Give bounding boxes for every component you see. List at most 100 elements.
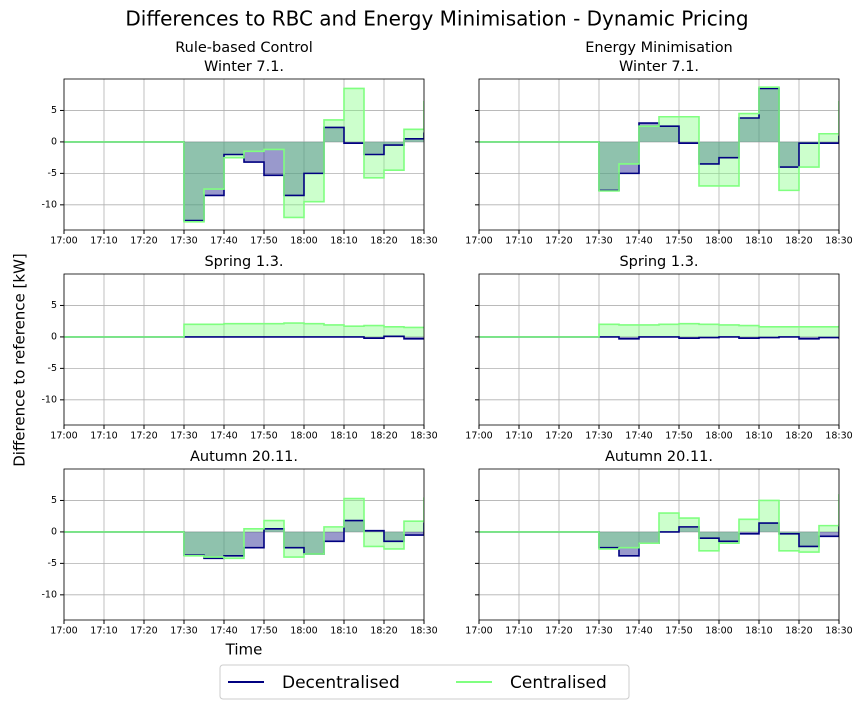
area-fill xyxy=(64,127,424,221)
x-tick-label: 18:30 xyxy=(825,236,852,247)
x-tick-label: 18:30 xyxy=(410,431,437,442)
x-tick-label: 17:00 xyxy=(465,626,492,637)
x-tick-label: 17:50 xyxy=(665,626,692,637)
figure-title: Differences to RBC and Energy Minimisati… xyxy=(125,7,748,31)
subplot-title: Autumn 20.11. xyxy=(605,449,713,465)
x-tick-label: 17:20 xyxy=(130,431,157,442)
plot-frame xyxy=(478,273,840,426)
x-tick-label: 18:10 xyxy=(330,236,357,247)
x-tick-label: 18:30 xyxy=(825,431,852,442)
x-tick-label: 17:20 xyxy=(545,626,572,637)
y-tick-label: 0 xyxy=(51,331,57,342)
series-line xyxy=(64,322,424,338)
subplot-title: Spring 1.3. xyxy=(204,254,283,270)
x-tick-label: 17:20 xyxy=(130,236,157,247)
x-tick-label: 17:20 xyxy=(545,431,572,442)
x-tick-label: 18:10 xyxy=(745,626,772,637)
x-tick-label: 17:10 xyxy=(90,431,117,442)
x-tick-label: 17:30 xyxy=(170,431,197,442)
plot-frame xyxy=(63,468,425,621)
y-tick-label: 5 xyxy=(51,300,57,311)
x-tick-label: 17:40 xyxy=(625,236,652,247)
x-tick-label: 17:00 xyxy=(465,236,492,247)
y-axis-label: Difference to reference [kW] xyxy=(11,253,29,467)
y-tick-label: 5 xyxy=(51,105,57,116)
x-tick-label: 18:10 xyxy=(745,431,772,442)
legend-label: Centralised xyxy=(510,673,607,693)
series-line xyxy=(64,87,424,223)
x-tick-label: 17:50 xyxy=(665,431,692,442)
x-tick-label: 17:40 xyxy=(210,431,237,442)
series-line xyxy=(479,322,839,338)
x-tick-label: 18:30 xyxy=(410,626,437,637)
x-tick-label: 18:20 xyxy=(785,236,812,247)
subplot-title: Winter 7.1. xyxy=(619,59,699,75)
x-tick-label: 17:40 xyxy=(210,236,237,247)
plot-frame xyxy=(478,468,840,621)
x-tick-label: 17:40 xyxy=(625,431,652,442)
x-tick-label: 17:30 xyxy=(585,236,612,247)
x-tick-label: 18:20 xyxy=(370,626,397,637)
subplot-title: Spring 1.3. xyxy=(619,254,698,270)
area-fill xyxy=(479,323,839,337)
y-tick-label: 5 xyxy=(51,495,57,506)
x-tick-label: 17:30 xyxy=(585,626,612,637)
x-tick-label: 17:00 xyxy=(50,236,77,247)
x-tick-label: 17:40 xyxy=(210,626,237,637)
y-tick-label: -5 xyxy=(48,168,57,179)
x-tick-label: 17:10 xyxy=(90,236,117,247)
y-tick-label: -10 xyxy=(41,394,57,405)
x-tick-label: 17:40 xyxy=(625,626,652,637)
x-tick-label: 18:30 xyxy=(410,236,437,247)
x-tick-label: 17:10 xyxy=(505,431,532,442)
x-tick-label: 17:20 xyxy=(130,626,157,637)
x-tick-label: 18:20 xyxy=(370,431,397,442)
area-fill xyxy=(64,323,424,337)
y-tick-label: -5 xyxy=(48,558,57,569)
series-line xyxy=(64,497,424,560)
series-line xyxy=(479,86,839,192)
area-fill xyxy=(479,88,839,191)
x-tick-label: 18:20 xyxy=(785,431,812,442)
x-tick-label: 17:10 xyxy=(505,236,532,247)
legend-label: Decentralised xyxy=(282,673,400,693)
plot-frame xyxy=(478,78,840,231)
x-tick-label: 18:00 xyxy=(290,236,317,247)
x-tick-label: 18:20 xyxy=(370,236,397,247)
x-tick-label: 17:00 xyxy=(50,626,77,637)
x-tick-label: 17:50 xyxy=(250,431,277,442)
y-tick-label: -10 xyxy=(41,589,57,600)
y-tick-label: 0 xyxy=(51,526,57,537)
plot-frame xyxy=(63,78,425,231)
x-tick-label: 17:50 xyxy=(665,236,692,247)
y-tick-label: 0 xyxy=(51,136,57,147)
x-tick-label: 17:30 xyxy=(170,236,197,247)
area-fill xyxy=(479,87,839,191)
x-tick-label: 17:20 xyxy=(545,236,572,247)
x-tick-label: 17:30 xyxy=(585,431,612,442)
x-tick-label: 17:10 xyxy=(505,626,532,637)
subplot-title: Winter 7.1. xyxy=(204,59,284,75)
x-tick-label: 18:10 xyxy=(330,626,357,637)
x-tick-label: 18:00 xyxy=(705,626,732,637)
x-tick-label: 18:00 xyxy=(290,626,317,637)
x-tick-label: 17:00 xyxy=(465,431,492,442)
column-title: Energy Minimisation xyxy=(585,40,733,56)
plot-frame xyxy=(63,273,425,426)
x-tick-label: 18:20 xyxy=(785,626,812,637)
subplot-title: Autumn 20.11. xyxy=(190,449,298,465)
column-title: Rule-based Control xyxy=(175,40,313,56)
x-tick-label: 18:30 xyxy=(825,626,852,637)
x-axis-label: Time xyxy=(225,641,263,659)
x-tick-label: 18:00 xyxy=(290,431,317,442)
x-tick-label: 17:50 xyxy=(250,236,277,247)
series-line xyxy=(479,494,839,553)
x-tick-label: 17:00 xyxy=(50,431,77,442)
x-tick-label: 17:10 xyxy=(90,626,117,637)
y-tick-label: -10 xyxy=(41,199,57,210)
x-tick-label: 18:00 xyxy=(705,431,732,442)
legend xyxy=(219,664,630,700)
x-tick-label: 18:10 xyxy=(745,236,772,247)
x-tick-label: 18:00 xyxy=(705,236,732,247)
